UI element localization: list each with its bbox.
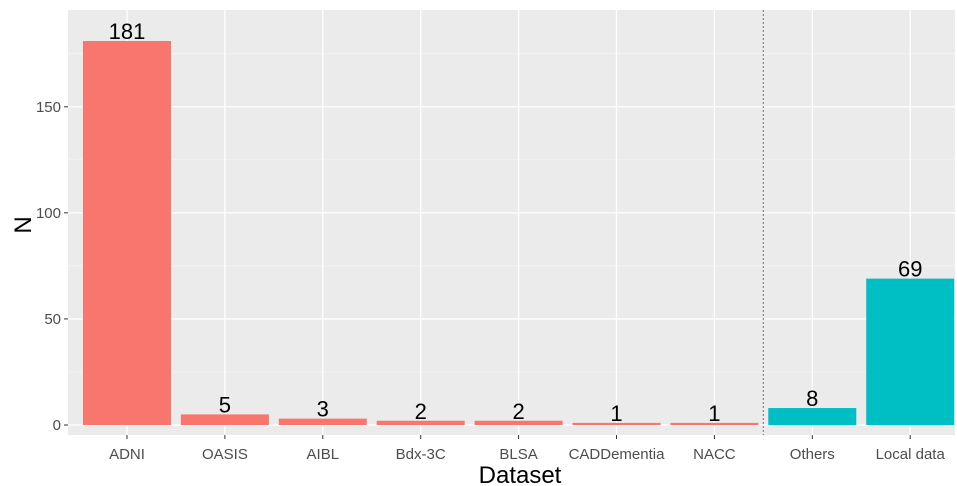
bar-adni (83, 41, 171, 425)
x-axis-title: Dataset (479, 462, 562, 486)
bar-local-data (866, 278, 955, 425)
data-label: 8 (806, 386, 818, 411)
x-tick-label: BLSA (499, 446, 537, 463)
bar-nacc (670, 422, 759, 425)
data-label: 3 (317, 397, 329, 422)
y-tick-label: 100 (36, 205, 61, 222)
data-label: 181 (109, 19, 146, 44)
bar-aibl (278, 418, 367, 425)
data-label: 2 (415, 399, 427, 424)
y-axis-ticks: 0 50 100 150 (36, 99, 68, 434)
x-tick-label: AIBL (307, 446, 340, 463)
plot-panel (68, 10, 955, 435)
bar-oasis (180, 414, 269, 425)
bar-bdx-3c (376, 420, 465, 425)
x-axis-ticks: ADNI OASIS AIBL Bdx-3C BLSA CADDementia NACC Ot… (109, 435, 945, 463)
x-tick-label: Local data (876, 446, 946, 463)
data-label: 1 (610, 401, 622, 426)
data-label: 69 (898, 257, 922, 282)
x-tick-label: CADDementia (569, 446, 666, 463)
data-labels: 181 5 3 2 2 1 1 8 69 (109, 19, 923, 426)
bar-caddementia (572, 422, 661, 425)
y-axis-title: N (10, 216, 37, 233)
x-tick-label: Others (790, 446, 835, 463)
y-tick-label: 50 (44, 311, 61, 328)
x-tick-label: NACC (693, 446, 736, 463)
data-label: 5 (219, 392, 231, 417)
bar-others (768, 408, 857, 425)
x-tick-label: ADNI (109, 446, 145, 463)
bar-blsa (474, 420, 563, 425)
x-tick-label: OASIS (202, 446, 248, 463)
y-tick-label: 150 (36, 99, 61, 116)
x-tick-label: Bdx-3C (396, 446, 446, 463)
y-tick-label: 0 (53, 417, 61, 434)
bars (83, 41, 955, 425)
data-label: 2 (512, 399, 524, 424)
data-label: 1 (708, 401, 720, 426)
